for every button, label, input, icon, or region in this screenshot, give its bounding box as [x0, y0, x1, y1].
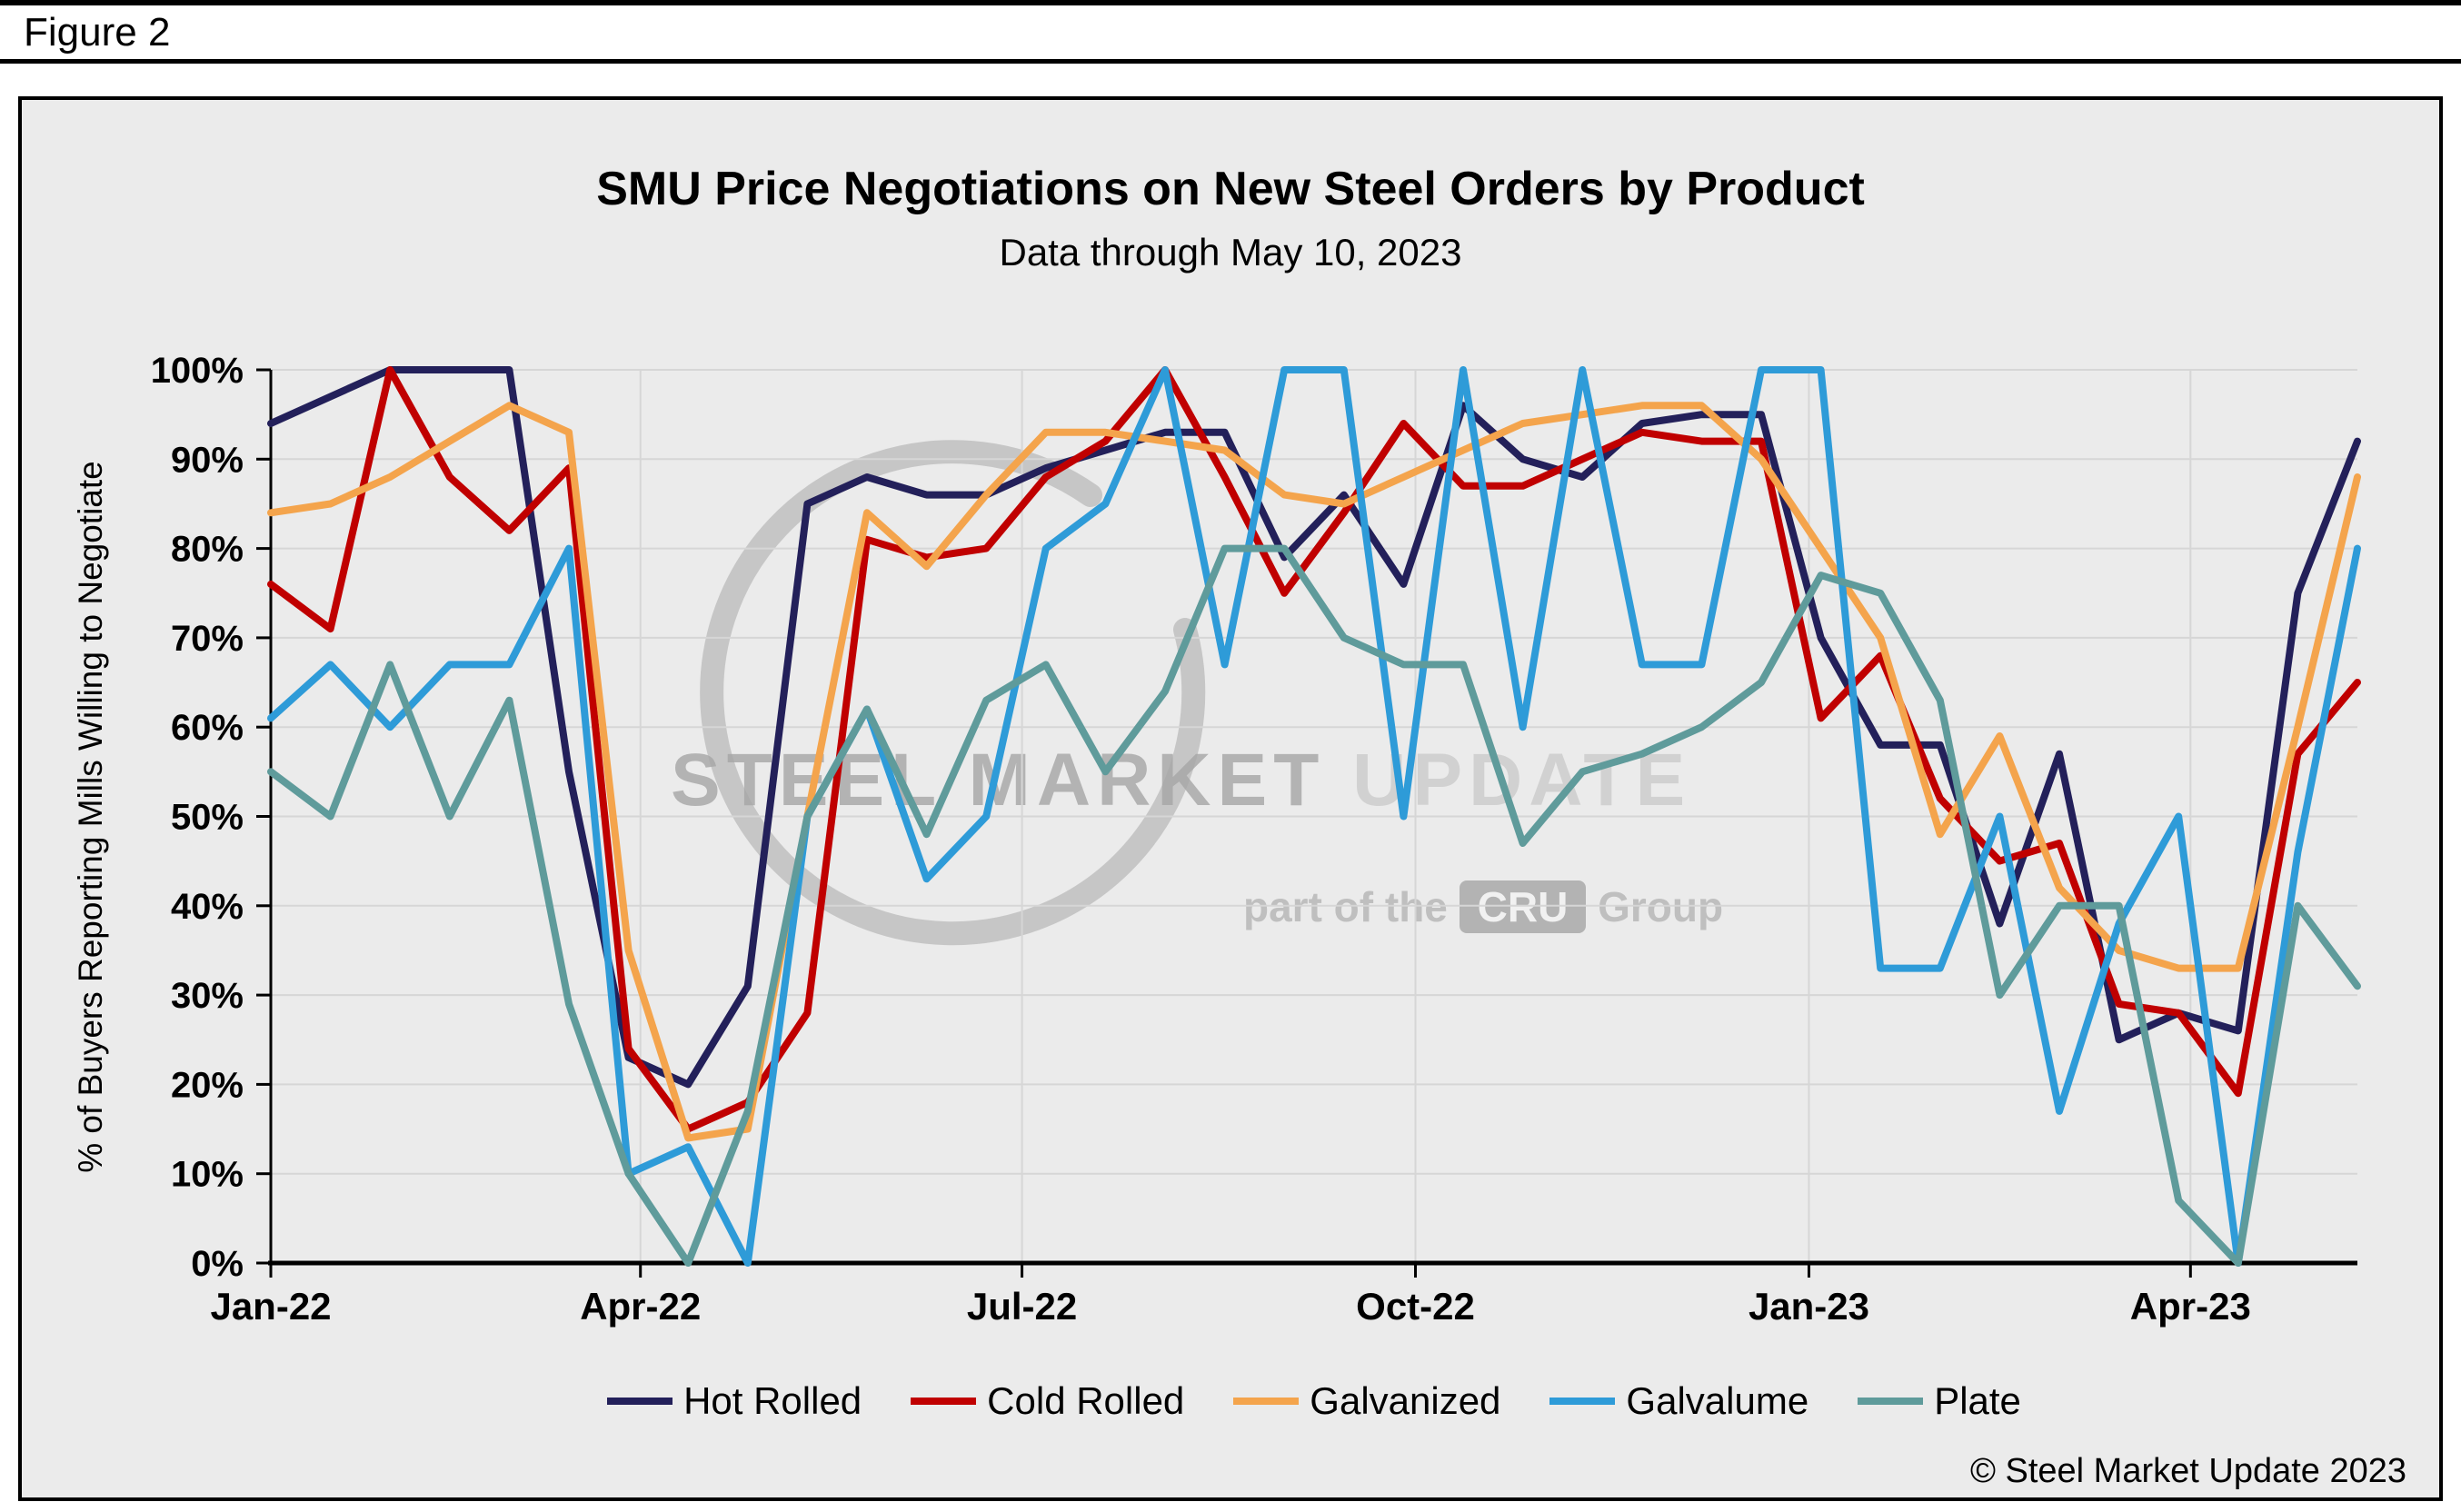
y-axis-tick-label: 100% [151, 351, 244, 391]
chart-legend: Hot Rolled Cold Rolled Galvanized Galvalume… [271, 1379, 2357, 1423]
chart-title: SMU Price Negotiations on New Steel Orde… [596, 163, 1865, 215]
y-axis-tick-label: 30% [171, 976, 244, 1016]
y-axis-tick-label: 90% [171, 440, 244, 480]
series-line-plate [267, 544, 2361, 1267]
y-axis-tick-label: 60% [171, 708, 244, 748]
legend-swatch-galvalume [1549, 1398, 1616, 1405]
y-axis-tick-label: 70% [171, 619, 244, 659]
chart-panel: SMU Price Negotiations on New Steel Orde… [18, 96, 2443, 1501]
legend-swatch-plate [1858, 1398, 1924, 1405]
legend-swatch-hot-rolled [607, 1398, 673, 1405]
chart-subtitle: Data through May 10, 2023 [999, 231, 1462, 274]
line-chart: Jan-22 Apr-22 Jul-22 Oct-22 Jan-23 Apr-23 0% 10… [151, 351, 2361, 1328]
figure-label: Figure 2 [24, 9, 171, 55]
x-axis-tick-label: Jan-23 [1749, 1285, 1869, 1328]
copyright-note: © Steel Market Update 2023 [1969, 1452, 2406, 1490]
legend-label-cold-rolled: Cold Rolled [987, 1379, 1185, 1422]
legend-label-plate: Plate [1934, 1379, 2021, 1422]
plot-area: STEEL MARKET UPDATE part of the CRU Grou… [151, 351, 2361, 1328]
series-line-cold-rolled [267, 366, 2361, 1133]
y-axis-tick-label: 40% [171, 887, 244, 927]
legend-item-galvanized: Galvanized [1233, 1379, 1500, 1423]
x-axis-tick-label: Apr-23 [2130, 1285, 2251, 1328]
x-axis-tick-label: Apr-22 [580, 1285, 701, 1328]
figure-header: Figure 2 [0, 5, 2461, 64]
y-axis-tick-label: 20% [171, 1065, 244, 1105]
x-axis-tick-label: Oct-22 [1356, 1285, 1475, 1328]
series-line-galvanized [267, 402, 2361, 1142]
series-line-galvalume [267, 366, 2361, 1267]
legend-label-galvalume: Galvalume [1626, 1379, 1809, 1422]
legend-item-hot-rolled: Hot Rolled [607, 1379, 862, 1423]
x-axis-tick-label: Jul-22 [967, 1285, 1077, 1328]
y-axis-title: % of Buyers Reporting Mills Willing to N… [72, 461, 109, 1173]
legend-label-galvanized: Galvanized [1310, 1379, 1501, 1422]
top-rule [0, 0, 2461, 5]
legend-label-hot-rolled: Hot Rolled [683, 1379, 862, 1422]
y-axis-tick-label: 0% [191, 1244, 244, 1284]
y-axis-tick-label: 50% [171, 798, 244, 838]
legend-item-galvalume: Galvalume [1549, 1379, 1808, 1423]
x-axis-tick-label: Jan-22 [210, 1285, 331, 1328]
legend-item-plate: Plate [1858, 1379, 2021, 1423]
y-axis-tick-label: 10% [171, 1155, 244, 1195]
legend-swatch-cold-rolled [911, 1398, 977, 1405]
legend-item-cold-rolled: Cold Rolled [911, 1379, 1184, 1423]
series-line-hot-rolled [267, 366, 2361, 1089]
y-axis-tick-label: 80% [171, 530, 244, 570]
legend-swatch-galvanized [1233, 1398, 1300, 1405]
